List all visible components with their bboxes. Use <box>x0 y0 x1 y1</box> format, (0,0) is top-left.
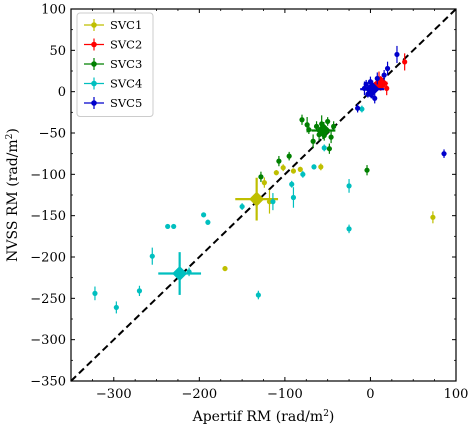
legend-marker-dot <box>91 61 97 67</box>
series-svc5 <box>355 45 447 158</box>
y-axis-label: NVSS RM (rad/m2) <box>5 128 21 262</box>
svc3-point <box>306 127 312 133</box>
svc1-point <box>273 170 279 176</box>
svc4-point <box>300 171 306 177</box>
svc2-point <box>402 59 408 65</box>
svc5-point <box>372 95 378 101</box>
legend: SVC1 SVC2 SVC3 SVC4 SVC5 <box>76 12 154 117</box>
y-tick-label: −350 <box>30 375 66 390</box>
svc4-point <box>239 203 245 210</box>
y-tick-label: −150 <box>30 209 66 224</box>
y-tick-label: −100 <box>30 168 66 183</box>
legend-entry-svc4: SVC4 <box>84 77 142 91</box>
svc1-point <box>430 214 436 220</box>
svc3-point <box>328 134 334 140</box>
identity-line <box>70 8 457 382</box>
svc5-point <box>363 81 369 87</box>
svc4-point <box>201 212 207 218</box>
svc4-point <box>346 183 352 189</box>
legend-marker-dot <box>91 80 97 87</box>
svc4-mean-marker <box>172 266 188 282</box>
svc4-point <box>113 304 119 311</box>
y-tick-label: −200 <box>30 251 66 266</box>
legend-entry-svc2: SVC2 <box>84 38 142 52</box>
svc5-point <box>441 151 447 157</box>
svc1-mean-marker <box>249 191 265 207</box>
svc4-point <box>205 219 211 225</box>
svc4-point <box>359 106 365 112</box>
svc2-point <box>384 85 390 91</box>
svc1-point <box>290 168 297 174</box>
y-tick-label: −250 <box>30 292 66 307</box>
y-tick-label: −50 <box>39 127 66 142</box>
x-tick-label: −200 <box>181 387 217 402</box>
legend-label: SVC4 <box>110 77 142 91</box>
legend-entry-svc5: SVC5 <box>84 96 142 110</box>
svc1-point <box>280 165 286 171</box>
legend-marker-dot <box>91 22 97 28</box>
x-tick-label: 0 <box>366 387 374 402</box>
svc3-point <box>286 153 292 159</box>
legend-marker-dot <box>91 100 97 106</box>
svc4-point <box>92 290 98 296</box>
series-svc3 <box>258 114 370 182</box>
y-tick-label: 0 <box>58 85 66 100</box>
series-svc1 <box>222 163 436 272</box>
svc4-point <box>346 226 352 232</box>
legend-label: SVC1 <box>110 18 142 32</box>
x-axis-label: Apertif RM (rad/m2) <box>192 409 335 425</box>
svc4-point <box>255 292 261 298</box>
svc5-mean-marker <box>364 81 380 97</box>
x-tick-label: −300 <box>96 387 132 402</box>
legend-label: SVC5 <box>110 96 142 110</box>
svc1-point <box>318 164 324 170</box>
svc3-point <box>313 123 320 129</box>
svc3-point <box>326 146 332 152</box>
svc4-point <box>270 199 276 205</box>
y-tick-label: 50 <box>49 44 66 59</box>
x-tick-label: −100 <box>267 387 303 402</box>
svc4-point <box>136 288 143 294</box>
svc5-point <box>384 65 391 72</box>
svc3-mean-marker <box>315 123 331 139</box>
svc3-point <box>310 138 316 144</box>
legend-entry-svc1: SVC1 <box>84 18 142 32</box>
svc4-point <box>165 223 171 230</box>
legend-marker-dot <box>91 41 97 48</box>
svc3-point <box>364 167 370 173</box>
svc3-point <box>299 117 305 123</box>
svc3-point <box>331 123 337 129</box>
svc5-point <box>394 51 400 58</box>
series-svc4 <box>92 105 365 314</box>
svc3-point <box>276 158 282 164</box>
svc1-point <box>261 180 267 186</box>
svc4-point <box>311 164 317 170</box>
svc5-point <box>374 75 380 82</box>
legend-label: SVC3 <box>110 57 142 71</box>
svc4-point <box>289 181 295 187</box>
legend-label: SVC2 <box>110 38 142 52</box>
svc4-point <box>321 145 327 151</box>
svc4-point <box>290 194 297 201</box>
y-tick-label: 100 <box>41 3 66 18</box>
svc5-point <box>355 105 361 111</box>
y-tick-label: −300 <box>30 333 66 348</box>
svc3-point <box>325 118 331 125</box>
axis-ticks: −300 −200 −100 0 100 −350 −300 −250 −200 −150 −100… <box>30 3 468 403</box>
svc1-point <box>297 166 303 172</box>
svc4-point <box>149 253 155 259</box>
svc1-point <box>222 265 228 272</box>
svc5-point <box>381 72 387 78</box>
x-tick-label: 100 <box>444 387 469 402</box>
legend-entry-svc3: SVC3 <box>84 57 142 71</box>
legend-box <box>76 12 154 117</box>
plot-area <box>70 8 457 382</box>
svc4-point <box>171 223 177 230</box>
svc3-point <box>258 174 264 180</box>
